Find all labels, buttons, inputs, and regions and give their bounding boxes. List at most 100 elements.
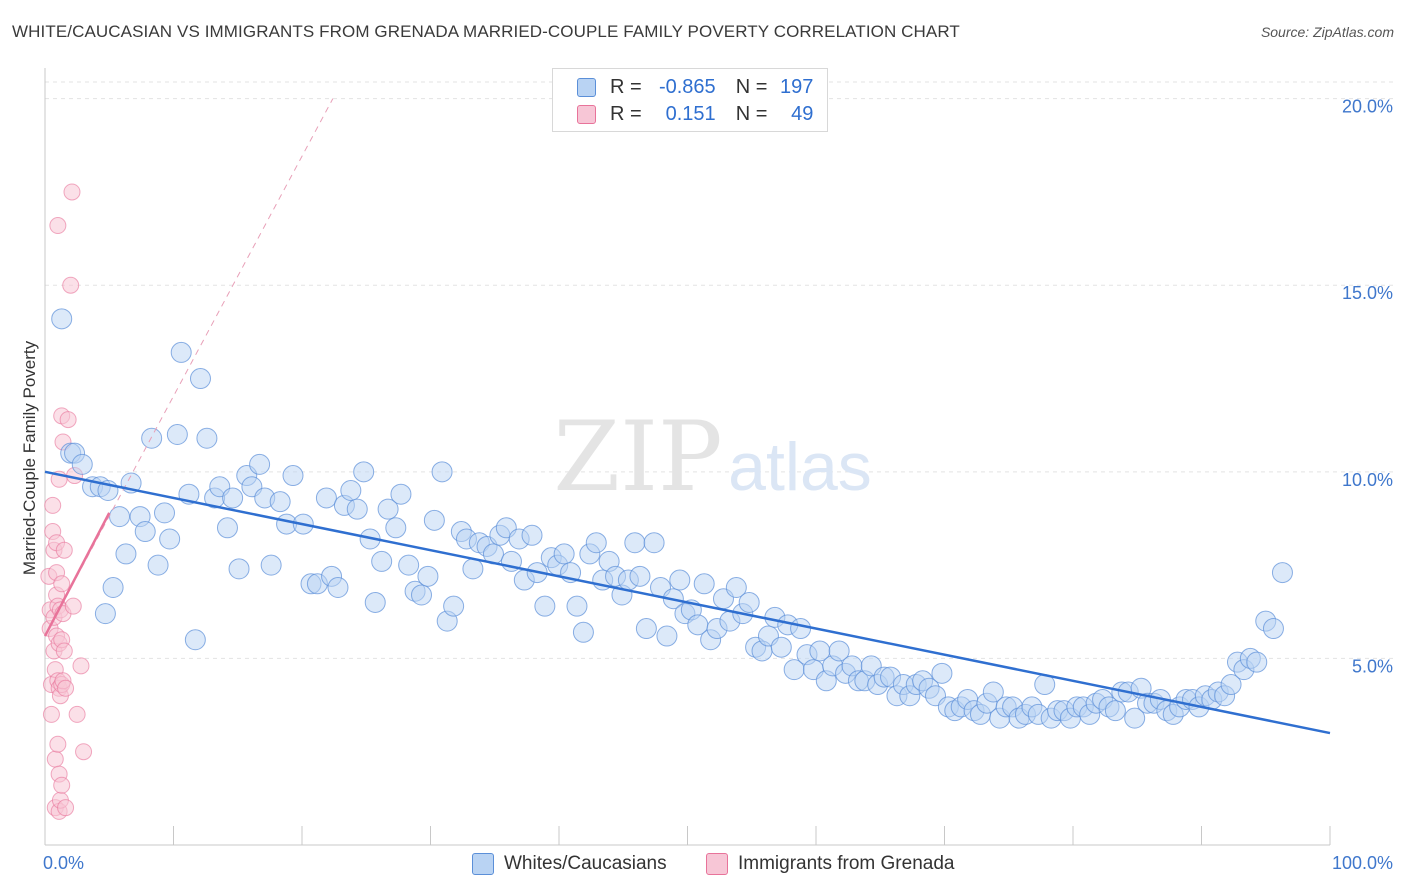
data-point-grenada <box>64 597 82 615</box>
data-point-white <box>1271 562 1293 584</box>
data-point-white <box>154 502 176 524</box>
data-point-white <box>1246 651 1268 673</box>
legend-r-value: -0.865 <box>658 75 716 98</box>
bottom-legend-label-grenada: Immigrants from Grenada <box>738 853 955 874</box>
data-point-white <box>790 618 812 640</box>
data-point-grenada <box>46 750 64 768</box>
data-point-white <box>669 569 691 591</box>
data-point-white <box>1124 707 1146 729</box>
legend: R = -0.865 N = 197 R = 0.151 N = 49 <box>552 68 828 132</box>
series-white-points <box>51 308 1293 729</box>
data-point-white <box>228 558 250 580</box>
legend-n-label: N = <box>735 75 768 98</box>
data-point-grenada <box>53 776 71 794</box>
data-point-white <box>364 591 386 613</box>
data-point-white <box>411 584 433 606</box>
bottom-legend-white: Whites/Caucasians <box>472 852 667 876</box>
data-point-white <box>159 528 181 550</box>
source-label: Source: ZipAtlas.com <box>1260 24 1394 40</box>
y-tick-label: 10.0% <box>1342 470 1393 490</box>
data-point-white <box>398 554 420 576</box>
data-point-white <box>738 591 760 613</box>
series-grenada-points <box>40 183 93 820</box>
data-point-grenada <box>44 496 62 514</box>
data-point-white <box>1262 618 1284 640</box>
data-point-white <box>1104 700 1126 722</box>
data-point-white <box>566 595 588 617</box>
trend-line-white <box>44 470 1331 735</box>
data-point-white <box>196 427 218 449</box>
legend-swatch-grenada <box>577 104 596 124</box>
data-point-white <box>269 491 291 513</box>
tick-labels: 5.0% 10.0% 15.0% 20.0% 0.0% 100.0% <box>43 97 1393 873</box>
data-point-white <box>693 573 715 595</box>
legend-n-value: 197 <box>780 75 814 98</box>
data-point-white <box>102 577 124 599</box>
data-point-white <box>170 341 192 363</box>
data-point-white <box>431 461 453 483</box>
legend-r-label: R = <box>610 75 642 98</box>
legend-r-value: 0.151 <box>665 102 716 125</box>
legend-n-label: N = <box>735 102 768 125</box>
data-point-white <box>385 517 407 539</box>
data-point-white <box>346 498 368 520</box>
data-point-white <box>390 483 412 505</box>
data-point-white <box>260 554 282 576</box>
data-point-white <box>572 621 594 643</box>
data-point-white <box>931 662 953 684</box>
data-point-white <box>770 636 792 658</box>
data-point-white <box>353 461 375 483</box>
data-point-white <box>327 577 349 599</box>
y-tick-label: 20.0% <box>1342 97 1393 117</box>
y-tick-label: 15.0% <box>1342 283 1393 303</box>
data-point-white <box>115 543 137 565</box>
legend-n-value: 49 <box>791 102 814 125</box>
data-point-white <box>635 618 657 640</box>
data-point-white <box>585 532 607 554</box>
data-point-grenada <box>55 541 73 559</box>
data-point-white <box>315 487 337 509</box>
data-point-white <box>371 550 393 572</box>
data-point-grenada <box>49 217 67 235</box>
y-axis-label: Married-Couple Family Poverty <box>20 340 39 575</box>
data-point-white <box>553 543 575 565</box>
data-point-grenada <box>75 743 93 761</box>
trend-line-grenada <box>43 512 111 637</box>
data-point-white <box>222 487 244 509</box>
legend-row-white: R = -0.865 N = 197 <box>577 75 813 99</box>
data-point-white <box>216 517 238 539</box>
data-point-white <box>141 427 163 449</box>
y-tick-label: 5.0% <box>1352 656 1393 676</box>
x-tick-label: 0.0% <box>43 853 84 873</box>
bottom-legend-swatch-white <box>472 853 494 875</box>
data-point-white <box>725 577 747 599</box>
data-point-white <box>94 603 116 625</box>
legend-row-grenada: R = 0.151 N = 49 <box>577 102 813 126</box>
bottom-legend-label-white: Whites/Caucasians <box>504 853 667 874</box>
data-point-white <box>249 453 271 475</box>
watermark-zip: ZIP <box>553 401 722 513</box>
data-point-white <box>521 524 543 546</box>
data-point-white <box>189 368 211 390</box>
data-point-grenada <box>57 799 75 817</box>
data-point-grenada <box>72 657 90 675</box>
legend-r-label: R = <box>610 102 642 125</box>
legend-swatch-white <box>577 77 596 97</box>
watermark-atlas: atlas <box>728 429 872 505</box>
axes <box>44 68 1331 846</box>
bottom-legend-swatch-grenada <box>706 853 728 875</box>
chart-title: WHITE/CAUCASIAN VS IMMIGRANTS FROM GRENA… <box>12 22 960 41</box>
data-point-grenada <box>68 705 86 723</box>
data-point-white <box>51 308 73 330</box>
data-point-white <box>624 532 646 554</box>
data-point-white <box>377 498 399 520</box>
data-point-grenada <box>59 411 77 429</box>
data-point-white <box>443 595 465 617</box>
data-point-white <box>423 509 445 531</box>
data-point-white <box>282 465 304 487</box>
data-point-white <box>166 424 188 446</box>
data-point-grenada <box>42 705 60 723</box>
data-point-grenada <box>62 276 80 294</box>
data-point-white <box>656 625 678 647</box>
data-point-white <box>1220 674 1242 696</box>
